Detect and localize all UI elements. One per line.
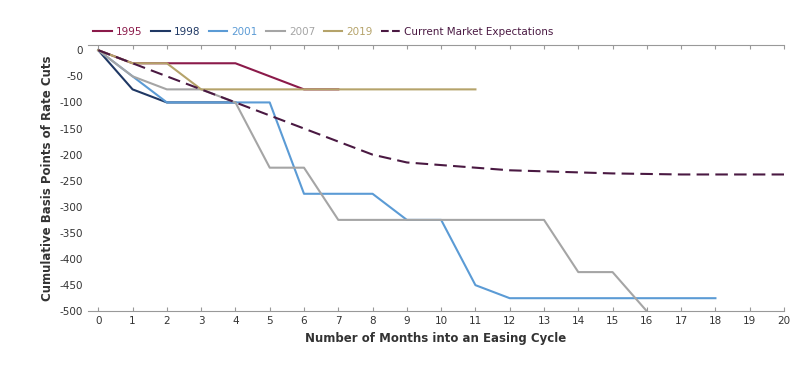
2007 xyxy=(470,217,480,222)
Line: 2007: 2007 xyxy=(98,50,647,311)
1998 xyxy=(128,87,138,92)
2001 xyxy=(470,283,480,287)
2001 xyxy=(642,296,652,300)
1995 xyxy=(196,61,206,66)
Current Market Expectations xyxy=(334,140,343,144)
2001 xyxy=(94,48,103,52)
2007 xyxy=(574,270,583,274)
Current Market Expectations xyxy=(470,165,480,170)
2019 xyxy=(436,87,446,92)
Line: 2001: 2001 xyxy=(98,50,715,298)
2001 xyxy=(539,296,549,300)
2019 xyxy=(94,48,103,52)
Current Market Expectations xyxy=(505,168,514,172)
1995 xyxy=(128,61,138,66)
2007 xyxy=(436,217,446,222)
2019 xyxy=(128,61,138,66)
Current Market Expectations xyxy=(642,172,652,176)
2001 xyxy=(230,100,240,105)
Current Market Expectations xyxy=(436,163,446,167)
Current Market Expectations xyxy=(745,172,754,177)
2019 xyxy=(368,87,378,92)
2019 xyxy=(265,87,274,92)
Current Market Expectations xyxy=(299,126,309,131)
Current Market Expectations xyxy=(128,61,138,66)
2007 xyxy=(642,309,652,314)
2007 xyxy=(505,217,514,222)
Current Market Expectations xyxy=(162,74,172,79)
2007 xyxy=(299,165,309,170)
Current Market Expectations xyxy=(196,87,206,92)
2007 xyxy=(334,217,343,222)
2001 xyxy=(608,296,618,300)
2001 xyxy=(128,74,138,79)
2001 xyxy=(574,296,583,300)
Current Market Expectations xyxy=(779,172,789,177)
2007 xyxy=(539,217,549,222)
Current Market Expectations xyxy=(402,160,412,165)
Current Market Expectations xyxy=(368,152,378,157)
1995 xyxy=(94,48,103,52)
2007 xyxy=(128,74,138,79)
Current Market Expectations xyxy=(539,169,549,174)
Line: Current Market Expectations: Current Market Expectations xyxy=(98,50,784,174)
2001 xyxy=(402,217,412,222)
1998 xyxy=(230,100,240,105)
1995 xyxy=(265,74,274,79)
Line: 1998: 1998 xyxy=(98,50,235,102)
Current Market Expectations xyxy=(710,172,720,177)
Line: 2019: 2019 xyxy=(98,50,475,89)
2007 xyxy=(402,217,412,222)
Current Market Expectations xyxy=(676,172,686,177)
Current Market Expectations xyxy=(608,171,618,176)
Y-axis label: Cumulative Basis Points of Rate Cuts: Cumulative Basis Points of Rate Cuts xyxy=(41,56,54,301)
2019 xyxy=(162,61,172,66)
Current Market Expectations xyxy=(265,113,274,118)
1998 xyxy=(162,100,172,105)
1995 xyxy=(162,61,172,66)
2007 xyxy=(162,87,172,92)
2007 xyxy=(368,217,378,222)
2001 xyxy=(265,100,274,105)
1995 xyxy=(299,87,309,92)
2001 xyxy=(299,192,309,196)
Current Market Expectations xyxy=(574,170,583,175)
2001 xyxy=(368,192,378,196)
Current Market Expectations xyxy=(94,48,103,52)
1995 xyxy=(334,87,343,92)
2007 xyxy=(265,165,274,170)
2007 xyxy=(94,48,103,52)
2007 xyxy=(196,87,206,92)
2001 xyxy=(676,296,686,300)
2007 xyxy=(230,100,240,105)
2019 xyxy=(230,87,240,92)
2019 xyxy=(334,87,343,92)
1995 xyxy=(230,61,240,66)
2007 xyxy=(608,270,618,274)
2001 xyxy=(505,296,514,300)
2001 xyxy=(196,100,206,105)
2019 xyxy=(470,87,480,92)
Line: 1995: 1995 xyxy=(98,50,338,89)
2019 xyxy=(299,87,309,92)
1998 xyxy=(94,48,103,52)
2001 xyxy=(710,296,720,300)
2001 xyxy=(436,217,446,222)
Legend: 1995, 1998, 2001, 2007, 2019, Current Market Expectations: 1995, 1998, 2001, 2007, 2019, Current Ma… xyxy=(94,27,554,37)
X-axis label: Number of Months into an Easing Cycle: Number of Months into an Easing Cycle xyxy=(306,332,566,345)
2001 xyxy=(162,100,172,105)
2019 xyxy=(196,87,206,92)
2001 xyxy=(334,192,343,196)
Current Market Expectations xyxy=(230,100,240,105)
1998 xyxy=(196,100,206,105)
2019 xyxy=(402,87,412,92)
